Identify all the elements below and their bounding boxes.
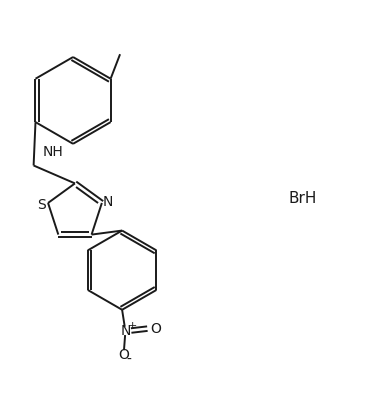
- Text: N: N: [121, 324, 131, 337]
- Text: N: N: [103, 195, 113, 209]
- Text: O: O: [119, 348, 130, 362]
- Text: NH: NH: [43, 145, 64, 159]
- Text: -: -: [126, 353, 131, 367]
- Text: +: +: [128, 321, 137, 331]
- Text: O: O: [150, 322, 162, 335]
- Text: BrH: BrH: [289, 191, 317, 206]
- Text: S: S: [37, 198, 46, 212]
